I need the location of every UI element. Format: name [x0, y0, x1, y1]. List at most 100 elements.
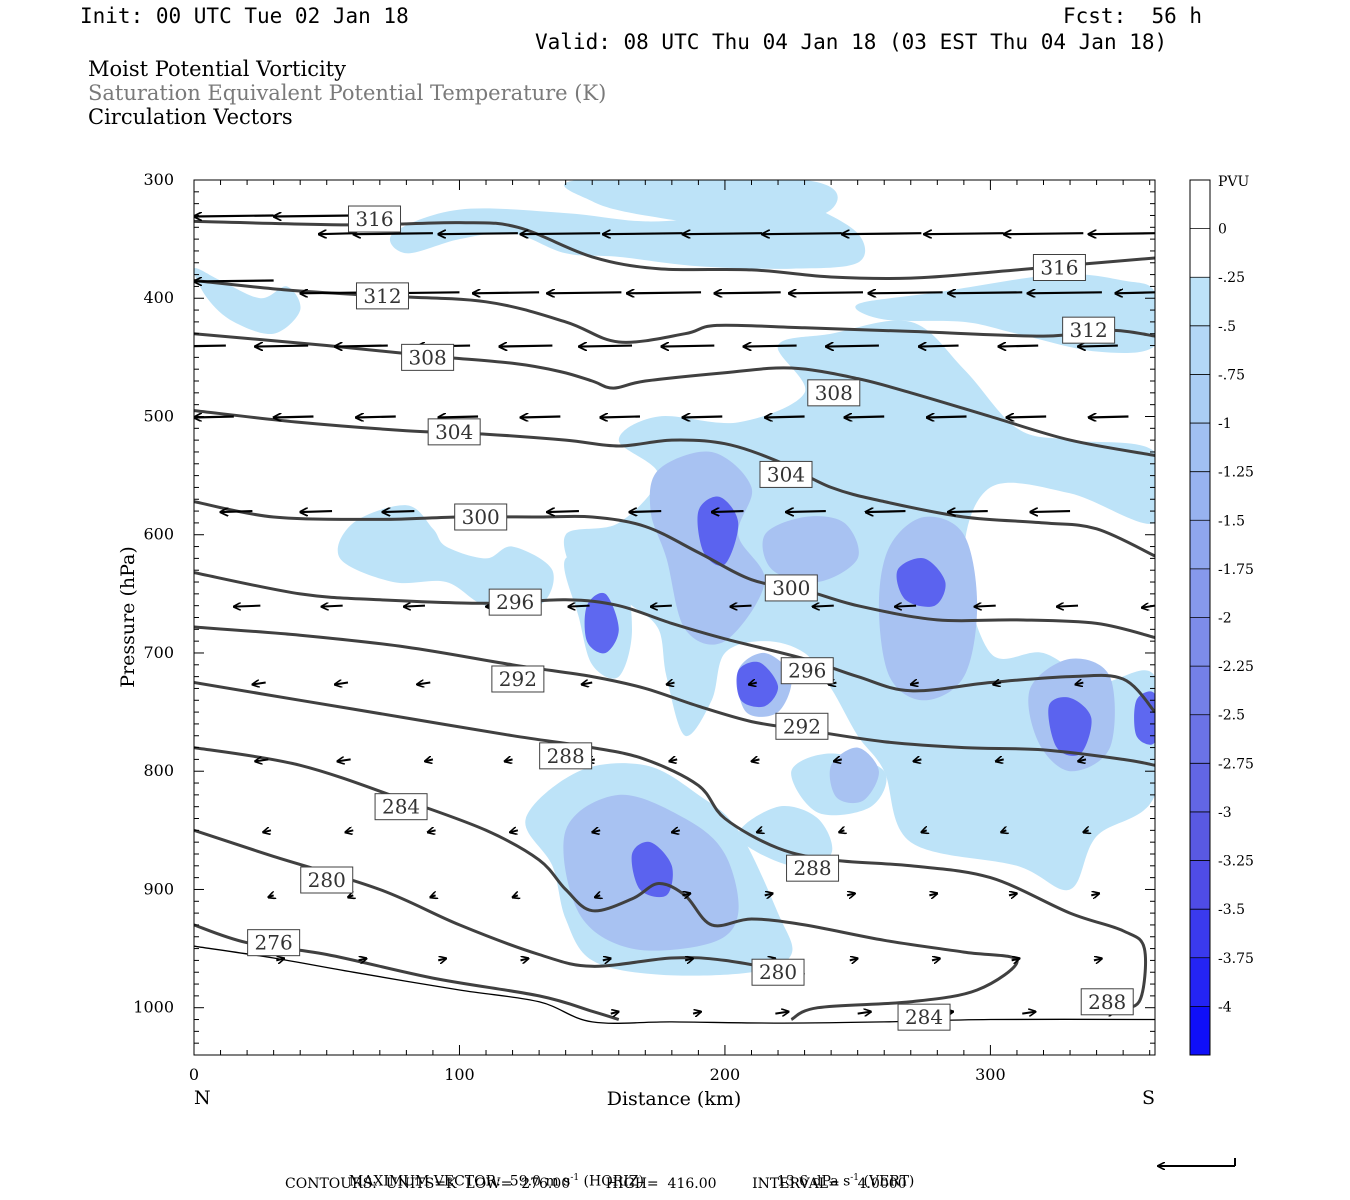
pv-region-2 — [194, 268, 301, 335]
theta-contour-layer — [194, 219, 1155, 1024]
contour-label-text: 288 — [547, 744, 585, 768]
colorbar-label-12: -3 — [1218, 805, 1232, 821]
colorbar-swatch-8 — [1190, 568, 1210, 618]
contour-304 — [194, 409, 1155, 558]
pv-region-19 — [736, 661, 779, 708]
vector-345-8 — [924, 233, 1004, 234]
vector-660-8 — [895, 606, 917, 607]
contour-label-304-0: 304 — [427, 418, 481, 446]
pv-fill-layer — [194, 180, 1155, 976]
contour-label-292-1: 292 — [775, 712, 829, 740]
y-tick-label-700: 700 — [143, 643, 174, 662]
vector-790-9 — [996, 759, 1004, 761]
vector-850-1 — [345, 830, 354, 832]
contour-label-text: 308 — [815, 381, 853, 405]
colorbar-unit: PVU — [1218, 174, 1250, 190]
vector-725-9 — [993, 683, 1002, 685]
vector-725-10 — [1075, 683, 1084, 685]
contour-label-300-1: 300 — [764, 574, 818, 602]
vector-725-2 — [417, 683, 431, 685]
y-tick-label-500: 500 — [143, 406, 174, 425]
vector-960-1 — [358, 958, 367, 960]
x-tick-label-300: 300 — [975, 1065, 1006, 1084]
vector-1005-0 — [610, 1012, 619, 1014]
vector-395-4 — [627, 292, 702, 293]
vector-440-0 — [194, 344, 226, 348]
vector-790-6 — [751, 759, 760, 761]
vector-905-5 — [682, 893, 690, 895]
contour-label-text: 304 — [435, 420, 473, 444]
vector-725-5 — [667, 683, 675, 685]
contour-label-text: 308 — [409, 345, 447, 369]
vector-725-6 — [749, 683, 758, 685]
title-mpv: Moist Potential Vorticity — [88, 57, 346, 81]
y-axis-label: Pressure (hPa) — [117, 546, 139, 688]
vector-500-1 — [274, 416, 314, 417]
vector-960-10 — [1093, 958, 1102, 960]
contour-284 — [194, 746, 1019, 1021]
vector-725-4 — [582, 683, 593, 685]
vector-1005-1 — [692, 1012, 701, 1014]
vector-660-4 — [568, 606, 590, 607]
contour-label-296-1: 296 — [780, 657, 834, 685]
vector-395-5 — [714, 292, 781, 293]
vector-440-4 — [499, 346, 553, 347]
vector-905-6 — [764, 893, 773, 895]
vector-395-10 — [1115, 292, 1155, 293]
vector-790-2 — [425, 759, 434, 761]
vector-660-10 — [1057, 606, 1079, 607]
colorbar-swatch-16 — [1190, 957, 1210, 1007]
colorbar-swatch-14 — [1190, 860, 1210, 910]
vector-440-7 — [744, 346, 797, 347]
vector-440-1 — [255, 346, 309, 347]
vector-440-2 — [335, 346, 388, 347]
vector-660-9 — [974, 606, 996, 607]
contour-label-text: 288 — [793, 856, 831, 880]
vector-330-1 — [194, 215, 274, 216]
x-end-label-left: N — [194, 1087, 211, 1109]
vector-790-10 — [1078, 759, 1087, 761]
contour-label-text: 316 — [1040, 256, 1078, 280]
contour-label-304-1: 304 — [759, 460, 813, 488]
y-tick-label-400: 400 — [143, 288, 174, 307]
contour-label-276-0: 276 — [247, 929, 301, 957]
vector-660-6 — [730, 606, 752, 607]
init-time: Init: 00 UTC Tue 02 Jan 18 — [80, 4, 409, 28]
vector-850-7 — [839, 830, 844, 832]
x-end-label-right: S — [1142, 1087, 1155, 1109]
contour-label-280-0: 280 — [300, 866, 354, 894]
pv-region-22 — [896, 558, 946, 607]
max-vector-vert-suffix: (VERT) — [859, 1173, 915, 1190]
vector-580-8 — [866, 511, 906, 512]
pv-region-17 — [697, 496, 739, 566]
colorbar-swatch-0 — [1190, 180, 1210, 229]
vector-960-0 — [276, 958, 284, 960]
colorbar-label-5: -1.25 — [1218, 465, 1254, 481]
vector-850-2 — [428, 830, 436, 832]
contour-300 — [194, 500, 1155, 640]
vector-790-7 — [834, 759, 842, 761]
contour-label-288-2: 288 — [1080, 988, 1134, 1016]
vector-500-0 — [194, 416, 234, 417]
vector-960-9 — [1011, 958, 1020, 960]
vector-395-2 — [473, 292, 540, 293]
contour-label-292-0: 292 — [491, 665, 545, 693]
valid-time: Valid: 08 UTC Thu 04 Jan 18 (03 EST Thu … — [535, 30, 1168, 54]
vector-345-0 — [319, 233, 356, 234]
vector-790-0 — [255, 759, 269, 761]
contour-label-text: 292 — [783, 714, 821, 738]
y-tick-label-900: 900 — [143, 879, 174, 898]
contour-label-text: 284 — [382, 795, 420, 819]
vector-905-10 — [1091, 893, 1099, 895]
vector-790-5 — [669, 759, 678, 761]
contour-label-text: 316 — [355, 207, 393, 231]
vector-345-5 — [682, 233, 763, 234]
vector-580-9 — [948, 511, 988, 512]
vector-660-2 — [404, 606, 426, 607]
max-vector-vert-exp: -1 — [850, 1173, 860, 1183]
x-tick-label-200: 200 — [710, 1065, 741, 1084]
vector-500-2 — [356, 416, 396, 417]
contour-label-text: 288 — [1088, 990, 1126, 1014]
colorbar-label-16: -4 — [1218, 999, 1232, 1015]
colorbar-swatch-6 — [1190, 471, 1210, 521]
